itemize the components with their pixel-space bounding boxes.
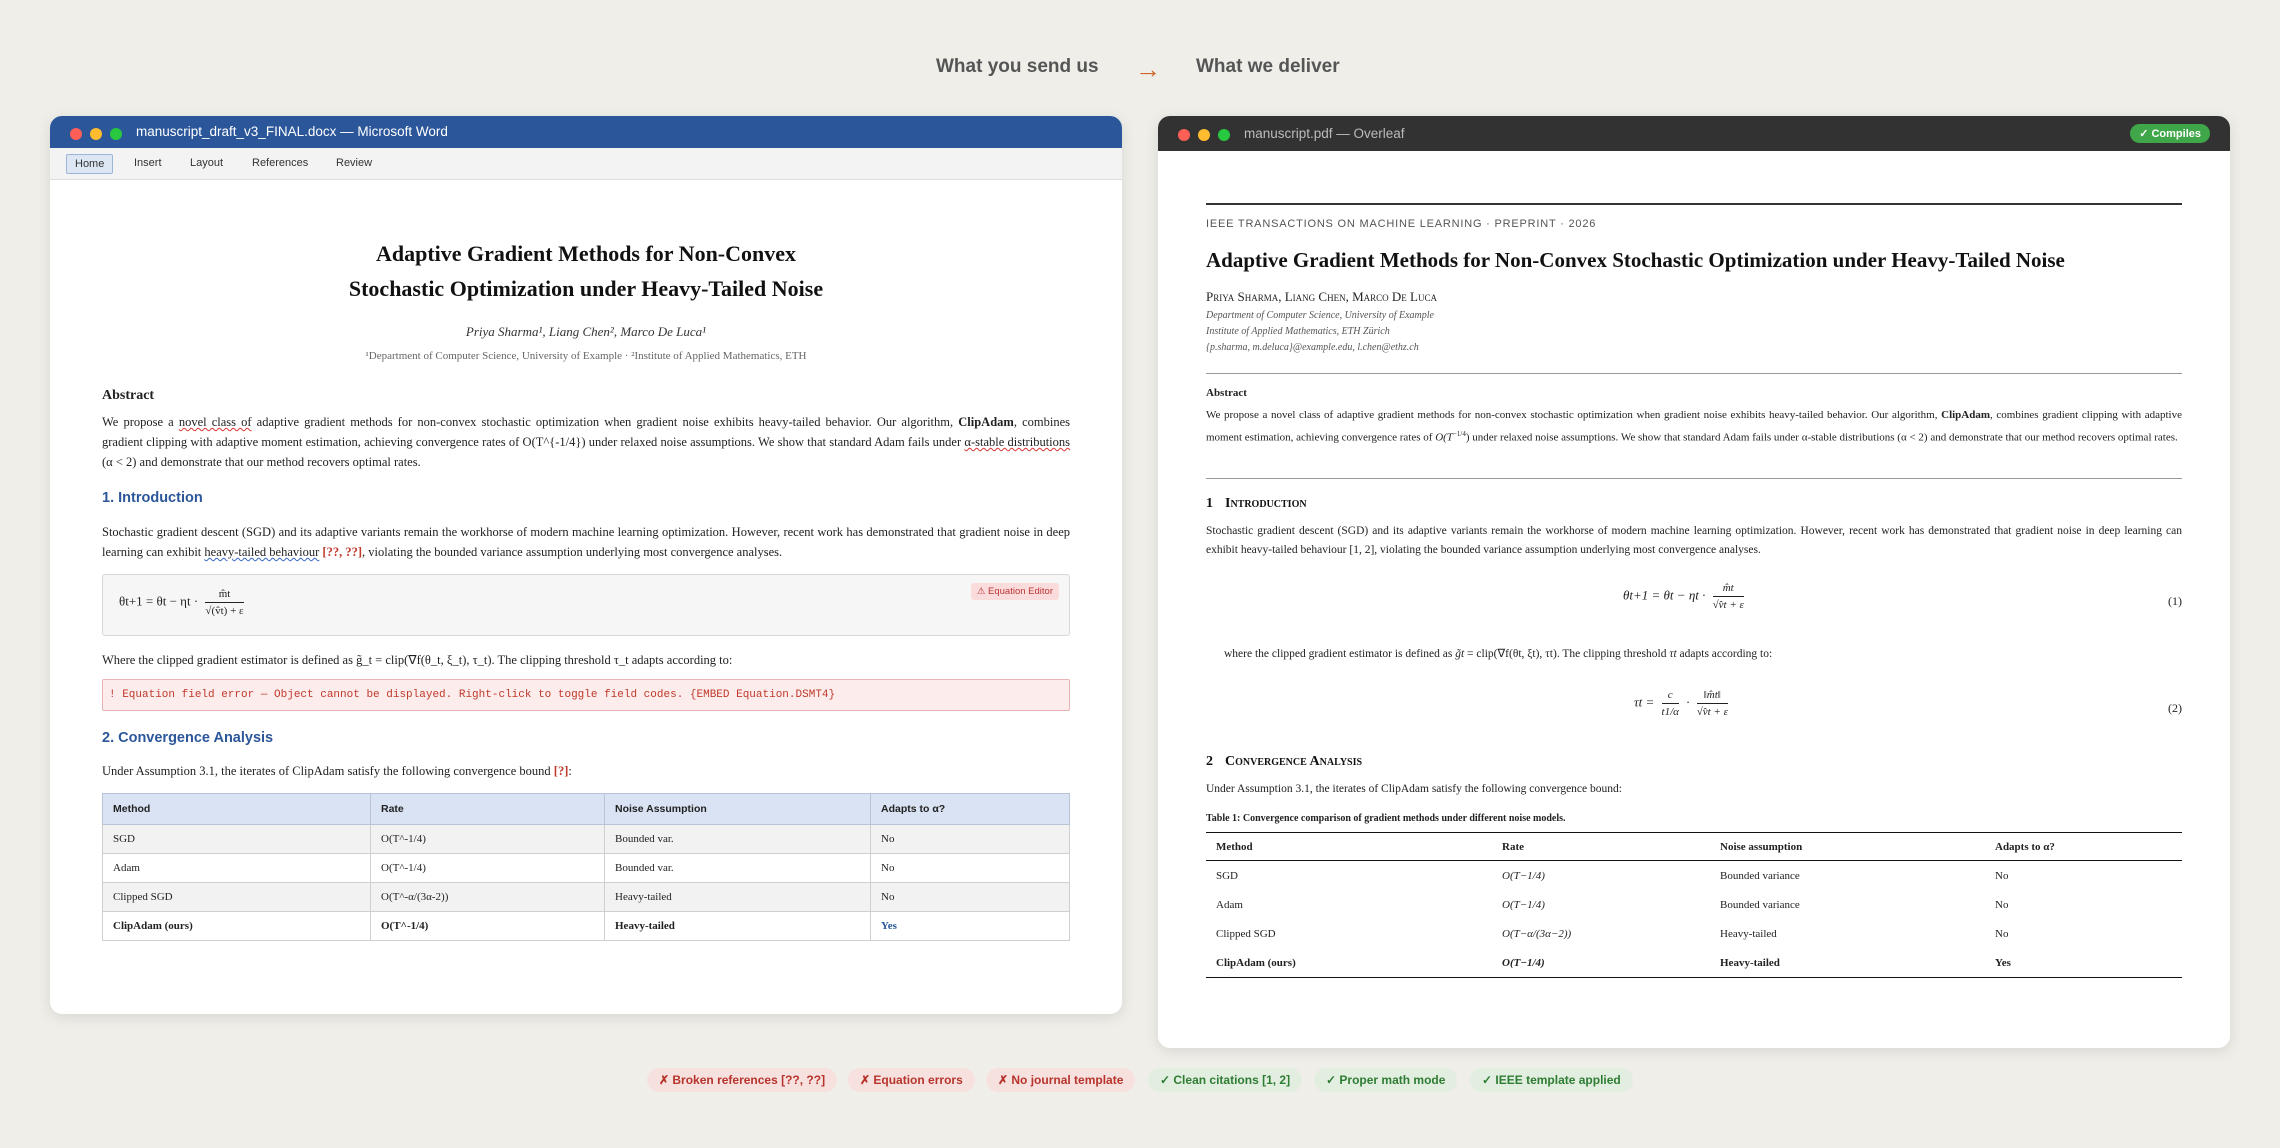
fix-tag: ✓ Proper math mode <box>1314 1068 1458 1092</box>
paper-title: Adaptive Gradient Methods for Non-Convex… <box>1206 248 2065 272</box>
doc-affiliations: ¹Department of Computer Science, Univers… <box>365 350 807 362</box>
section-heading-convergence: 2 Convergence Analysis <box>1206 754 1363 769</box>
word-window: manuscript_draft_v3_FINAL.docx — Microso… <box>50 116 1122 1014</box>
journal-header: IEEE TRANSACTIONS ON MACHINE LEARNING · … <box>1206 218 1597 230</box>
tab-layout[interactable]: Layout <box>190 157 224 169</box>
abstract-text: We propose a novel class of adaptive gra… <box>1206 409 2182 444</box>
paper-authors: Priya Sharma, Liang Chen, Marco De Luca <box>1206 289 1437 304</box>
maximize-icon[interactable] <box>110 128 122 140</box>
word-ribbon: Home Insert Layout References Review <box>50 148 1122 180</box>
doc-title-line-2: Stochastic Optimization under Heavy-Tail… <box>348 276 824 301</box>
column-header: Noise Assumption <box>604 793 871 825</box>
issue-tag: ✗ No journal template <box>986 1068 1136 1092</box>
close-icon[interactable] <box>70 128 82 140</box>
table-row: SGD O(T^-1/4) Bounded var. No <box>102 824 1070 854</box>
word-results-table: Method Rate Noise Assumption Adapts to α… <box>102 793 1070 941</box>
tab-home[interactable]: Home <box>66 154 114 174</box>
table-row: Clipped SGD O(T−α/(3α−2)) Heavy-tailed No <box>1216 927 2009 940</box>
abstract-text: We propose a novel class of adaptive gra… <box>102 415 1071 469</box>
column-header: Adapts to α? <box>870 793 1070 825</box>
equation-editor-warning[interactable]: ⚠ Equation Editor <box>970 583 1059 600</box>
overleaf-titlebar: manuscript.pdf — Overleaf ✓ Compiles <box>1158 116 2230 151</box>
minimize-icon[interactable] <box>1198 129 1210 141</box>
word-window-title: manuscript_draft_v3_FINAL.docx — Microso… <box>136 124 448 139</box>
table-caption: Table 1: Convergence comparison of gradi… <box>1206 813 1566 824</box>
arrow-icon: → <box>1135 54 1161 84</box>
table-row: Adam O(T^-1/4) Bounded var. No <box>102 853 1070 883</box>
table-header-row: Method Rate Noise assumption Adapts to α… <box>1206 832 2182 861</box>
equation-number: (1) <box>2168 594 2182 608</box>
column-header: Rate <box>1492 832 1710 861</box>
issue-tag: ✗ Equation errors <box>848 1068 975 1092</box>
comparison-header: What you send us → What we deliver <box>0 54 2280 86</box>
minimize-icon[interactable] <box>90 128 102 140</box>
convergence-text: Under Assumption 3.1, the iterates of Cl… <box>1206 783 1622 795</box>
grammar-flag[interactable]: heavy-tailed behaviour <box>204 545 320 559</box>
section-heading-convergence: 2. Convergence Analysis <box>102 730 274 746</box>
equation-number: (2) <box>2168 701 2182 715</box>
equation-object[interactable]: θt+1 = θt − ηt · m̂t √(v̂t) + ε ⚠ Equatio… <box>102 574 1070 636</box>
overleaf-results-table: Method Rate Noise assumption Adapts to α… <box>1206 832 2182 978</box>
rule <box>1206 373 2182 374</box>
affiliation-line: Institute of Applied Mathematics, ETH Zü… <box>1206 326 1390 337</box>
table-row: ClipAdam (ours) O(T^-1/4) Heavy-tailed Yes <box>102 911 1070 941</box>
send-label: What you send us <box>936 56 1099 77</box>
convergence-text: Under Assumption 3.1, the iterates of Cl… <box>102 764 572 778</box>
column-header: Noise assumption <box>1710 832 1985 861</box>
compiles-badge: ✓ Compiles <box>2130 124 2210 143</box>
table-row: ClipAdam (ours) O(T−1/4) Heavy-tailed Yes <box>1206 948 2182 978</box>
rule <box>1206 478 2182 479</box>
doc-title-line-1: Adaptive Gradient Methods for Non-Convex <box>375 241 797 266</box>
maximize-icon[interactable] <box>1218 129 1230 141</box>
column-header: Method <box>102 793 371 825</box>
tab-review[interactable]: Review <box>336 157 373 169</box>
overleaf-window: manuscript.pdf — Overleaf ✓ Compiles IEE… <box>1158 116 2230 1048</box>
top-rule <box>1206 203 2182 205</box>
clip-text: where the clipped gradient estimator is … <box>1224 648 1773 660</box>
tab-references[interactable]: References <box>252 157 309 169</box>
fix-tag: ✓ IEEE template applied <box>1470 1068 1633 1092</box>
deliver-label: What we deliver <box>1196 56 1340 77</box>
affiliation-line: Department of Computer Science, Universi… <box>1206 310 1434 321</box>
broken-reference: [??, ??] <box>322 545 362 559</box>
tab-insert[interactable]: Insert <box>134 157 162 169</box>
equation-1: θt+1 = θt − ηt · m̂t √v̂t + ε <box>1623 582 1744 611</box>
column-header: Rate <box>370 793 605 825</box>
section-heading-introduction: 1 Introduction <box>1206 496 1307 511</box>
abstract-heading: Abstract <box>102 388 155 403</box>
doc-authors: Priya Sharma¹, Liang Chen², Marco De Luc… <box>465 324 707 339</box>
broken-reference: [?] <box>553 764 569 778</box>
close-icon[interactable] <box>1178 129 1190 141</box>
equation-field-error[interactable]: ! Equation field error — Object cannot b… <box>102 679 1070 711</box>
intro-text: Stochastic gradient descent (SGD) and it… <box>1206 525 2182 556</box>
table-row: SGD O(T−1/4) Bounded variance No <box>1216 869 2009 882</box>
email-line: {p.sharma, m.deluca}@example.edu, l.chen… <box>1206 342 1419 353</box>
abstract-heading: Abstract <box>1206 387 1247 399</box>
fix-tag: ✓ Clean citations [1, 2] <box>1148 1068 1303 1092</box>
overleaf-window-title: manuscript.pdf — Overleaf <box>1244 126 1405 141</box>
spelling-flag[interactable]: α-stable distributions <box>964 435 1071 449</box>
table-row: Adam O(T−1/4) Bounded variance No <box>1216 898 2009 911</box>
column-header: Method <box>1206 832 1492 861</box>
issue-tag: ✗ Broken references [??, ??] <box>647 1068 838 1092</box>
column-header: Adapts to α? <box>1985 832 2182 861</box>
equation-render: θt+1 = θt − ηt · m̂t √(v̂t) + ε <box>119 588 244 617</box>
intro-text: Stochastic gradient descent (SGD) and it… <box>102 525 1070 559</box>
table-header-row: Method Rate Noise Assumption Adapts to α… <box>102 793 1070 825</box>
section-heading-introduction: 1. Introduction <box>102 490 203 506</box>
table-row: Clipped SGD O(T^-α/(3α-2)) Heavy-tailed No <box>102 882 1070 912</box>
comparison-tags: ✗ Broken references [??, ??] ✗ Equation … <box>0 1068 2280 1092</box>
word-titlebar: manuscript_draft_v3_FINAL.docx — Microso… <box>50 116 1122 148</box>
spelling-flag[interactable]: novel class of <box>178 415 252 429</box>
clip-text: Where the clipped gradient estimator is … <box>102 653 733 667</box>
equation-2: τt = c t1/α · ‖m̂t‖ √v̂t + ε <box>1634 689 1728 718</box>
